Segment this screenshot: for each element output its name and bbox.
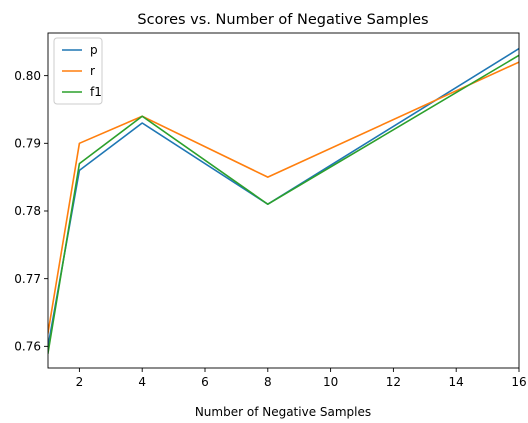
series-line-p <box>48 47 519 348</box>
x-tick-label: 10 <box>323 375 338 389</box>
x-tick-label: 14 <box>449 375 464 389</box>
y-tick-label: 0.79 <box>14 137 41 151</box>
y-tick-label: 0.77 <box>14 272 41 286</box>
y-tick-label: 0.76 <box>14 340 41 354</box>
x-tick-label: 12 <box>386 375 401 389</box>
x-axis-title: Number of Negative Samples <box>195 405 371 419</box>
plot-area: 2 4 6 8 10 12 14 16 0.76 0.77 0.78 0.79 0.80 pr f1 <box>14 32 527 389</box>
legend: pr f1 <box>53 37 103 105</box>
y-tick-label: 0.78 <box>14 204 41 218</box>
chart-title: Scores vs. Number of Negative Samples <box>137 12 428 28</box>
series-line-f1 <box>48 54 519 355</box>
y-tick-label: 0.80 <box>14 69 41 83</box>
x-tick-label: 16 <box>511 375 526 389</box>
legend-label-r: r <box>90 64 95 78</box>
series-line-r <box>48 61 519 334</box>
x-tick-label: 2 <box>76 375 84 389</box>
x-tick-label: 4 <box>138 375 146 389</box>
legend-label-f1: f1 <box>90 85 102 99</box>
x-tick-label: 8 <box>264 375 272 389</box>
plot-frame <box>47 32 520 369</box>
legend-label-p: p <box>90 43 98 57</box>
x-tick-label: 6 <box>201 375 209 389</box>
series-lines <box>48 47 519 355</box>
